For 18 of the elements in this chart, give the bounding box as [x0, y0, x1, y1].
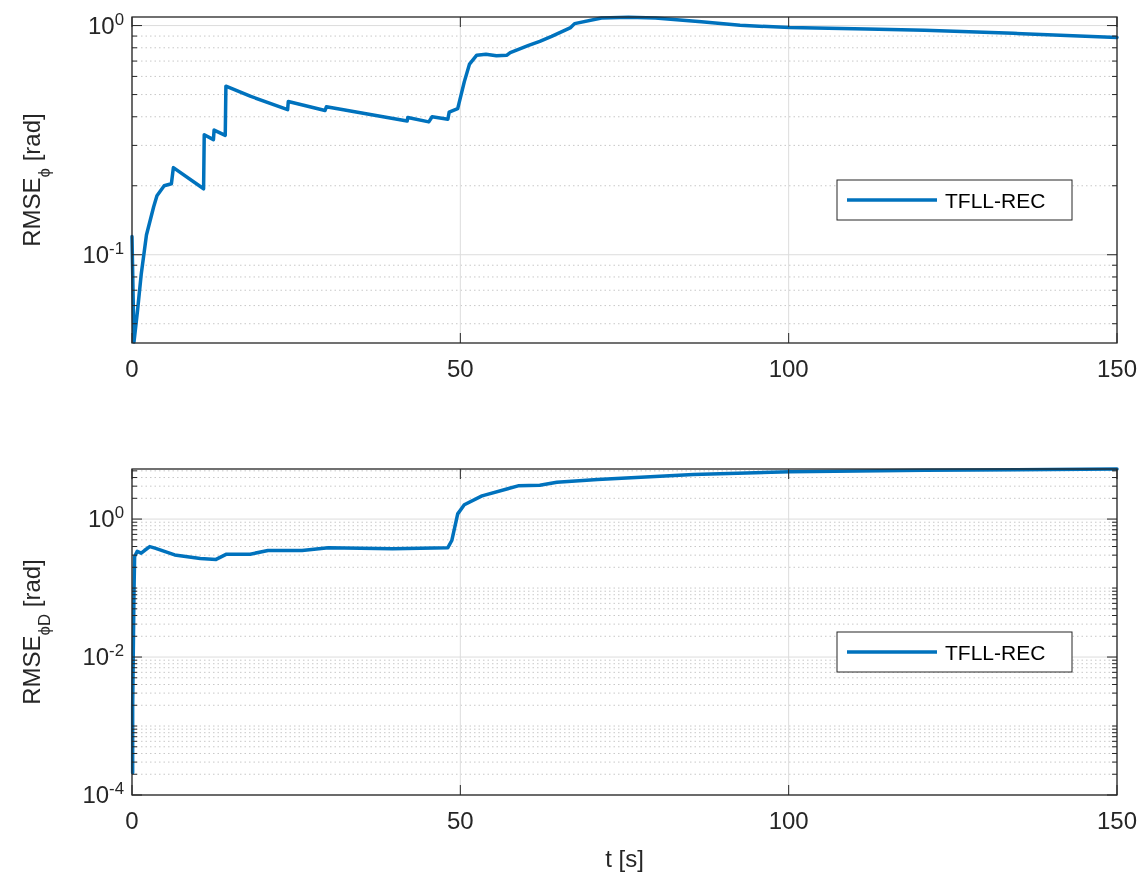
x-tick-label: 100	[768, 807, 809, 834]
y-tick-label: 10$^{0}$	[87, 9, 124, 39]
y-tick-label: 10$^{-2}$	[82, 640, 124, 671]
y-tick-label: 10$^{-1}$	[82, 238, 124, 268]
line-series	[130, 467, 1119, 775]
x-tick-label: 0	[125, 355, 139, 382]
x-tick-label: 150	[1096, 807, 1138, 834]
x-tick-label: 0	[125, 807, 139, 834]
y-tick-label: 10$^{-4}$	[82, 778, 124, 808]
line-series	[130, 15, 1119, 344]
x-tick-label: 150	[1096, 355, 1138, 382]
x-axis-title: t [s]	[605, 845, 644, 872]
x-tick-label: 50	[446, 355, 474, 382]
x-tick-label: 100	[768, 355, 809, 382]
x-tick-label: 50	[446, 807, 474, 834]
y-tick-label: 10$^{0}$	[87, 502, 124, 533]
legend-label: TFLL-REC	[945, 189, 1046, 212]
legend-label: TFLL-REC	[945, 641, 1046, 664]
